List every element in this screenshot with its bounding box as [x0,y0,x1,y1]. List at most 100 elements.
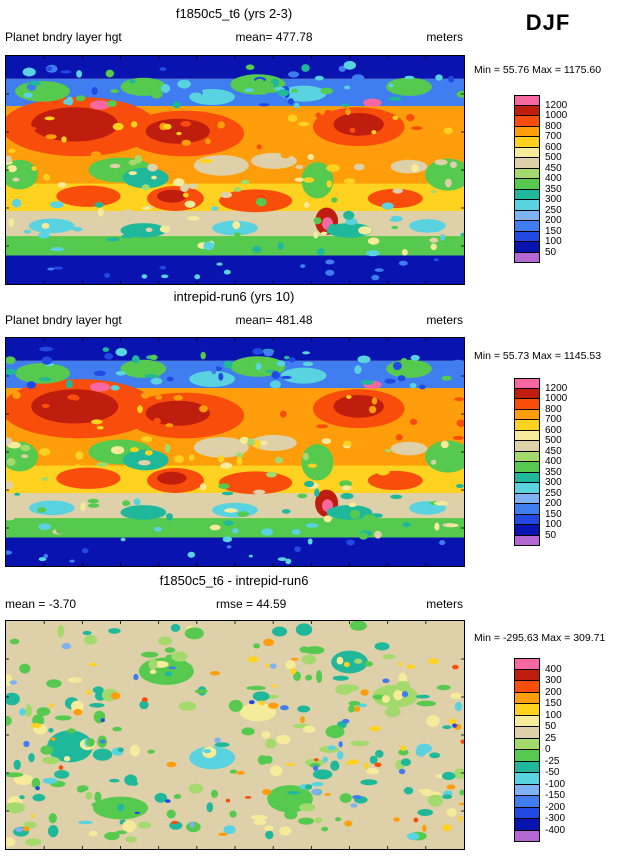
colorbar-tick-label: 500 [545,152,562,163]
colorbar-swatch [514,451,540,462]
colorbar-swatch [514,231,540,242]
colorbar-swatch [514,807,540,819]
colorbar-tick-label: 250 [545,487,562,499]
colorbar-tick-label: 150 [545,698,562,709]
colorbar-tick-label: 800 [545,120,562,132]
colorbar-swatch [514,147,540,158]
colorbar-swatch [514,210,540,221]
map-panel1 [5,55,465,285]
colorbar-tick-label: 250 [545,204,562,216]
colorbar-swatch [514,409,540,420]
panel1-colorbar: 1200 1000 800 700 600 500 450 400 350 300 250 200 15… [514,95,594,263]
colorbar-swatch [514,221,540,232]
colorbar-tick-label: 50 [545,529,557,541]
colorbar-swatch [514,796,540,808]
colorbar-tick-label: -150 [545,790,566,801]
colorbar-tick-label: 450 [545,445,562,457]
colorbar-swatch [514,514,540,525]
colorbar-tick-label: 200 [545,215,562,226]
panel1-minmax: Min = 55.76 Max = 1175.60 [474,64,602,76]
colorbar-swatch [514,378,540,389]
season-label: DJF [525,10,571,35]
colorbar-tick-label: 1000 [545,393,568,404]
colorbar-tick-label: 100 [545,236,562,247]
colorbar-swatch [514,179,540,190]
panel3-title: f1850c5_t6 - intrepid-run6 [159,573,309,588]
colorbar-swatch [514,750,540,762]
colorbar-swatch [514,692,540,704]
colorbar-tick-label: 50 [545,721,557,732]
colorbar-swatch [514,525,540,536]
colorbar-tick-label: 400 [545,173,562,184]
colorbar-tick-label: 350 [545,183,562,195]
panel1-field-label: Planet bndry layer hgt [5,30,122,44]
colorbar-tick-label: 200 [545,686,562,698]
colorbar-swatch [514,200,540,211]
colorbar-swatch [514,483,540,494]
colorbar-swatch [514,95,540,106]
panel2-stats-row: Planet bndry layer hgt mean= 481.48 mete… [5,313,463,327]
colorbar-swatch [514,715,540,727]
colorbar-swatch [514,462,540,473]
colorbar-tick-label: 0 [545,744,551,755]
colorbar-swatch [514,830,540,842]
colorbar-swatch [514,727,540,739]
colorbar-tick-label: 700 [545,414,562,425]
panel3-rmse-value: rmse = 44.59 [215,597,287,611]
colorbar-tick-label: 150 [545,508,562,520]
colorbar-tick-label: 350 [545,466,562,478]
colorbar-tick-label: 1000 [545,110,568,121]
colorbar-swatch [514,137,540,148]
colorbar-swatch [514,773,540,785]
colorbar-swatch [514,819,540,831]
colorbar-swatch [514,168,540,179]
colorbar-swatch [514,388,540,399]
colorbar-swatch [514,738,540,750]
panel1-mean-value: mean= 477.78 [235,30,313,44]
panel2-colorbar: 1200 1000 800 700 600 500 450 400 350 300 250 200 15… [514,378,594,546]
colorbar-tick-label: 300 [545,194,562,205]
panel2-mean-value: mean= 481.48 [235,313,313,327]
colorbar-tick-label: 100 [545,519,562,530]
colorbar-tick-label: 500 [545,435,562,446]
colorbar-tick-label: 50 [545,246,557,258]
colorbar-tick-label: -300 [545,813,566,824]
colorbar-swatch [514,116,540,127]
map-panel3-difference [5,620,465,850]
colorbar-tick-label: -25 [545,755,560,767]
colorbar-swatch [514,704,540,716]
colorbar-swatch [514,189,540,200]
panel2-units-label: meters [426,313,463,327]
colorbar-tick-label: 1200 [545,99,568,111]
colorbar-tick-label: 300 [545,675,562,686]
colorbar-tick-label: 700 [545,131,562,142]
panel2-field-label: Planet bndry layer hgt [5,313,122,327]
colorbar-swatch [514,472,540,483]
colorbar-tick-label: -400 [545,824,566,836]
colorbar-swatch [514,126,540,137]
colorbar-tick-label: 600 [545,424,562,436]
panel1-stats-row: Planet bndry layer hgt mean= 477.78 mete… [5,30,463,44]
colorbar-tick-label: 400 [545,456,562,467]
colorbar-tick-label: 150 [545,225,562,237]
panel3-colorbar: 400 300 200 150 100 50 25 0 -25 -50 -100 -150 -200 -3… [514,658,594,842]
colorbar-tick-label: 450 [545,162,562,174]
colorbar-swatch [514,535,540,546]
colorbar-swatch [514,658,540,670]
colorbar-tick-label: 600 [545,141,562,153]
colorbar-swatch [514,504,540,515]
colorbar-tick-label: -200 [545,801,566,813]
colorbar-swatch [514,252,540,263]
colorbar-swatch [514,441,540,452]
map-panel2 [5,337,465,567]
colorbar-swatch [514,784,540,796]
panel3-units-label: meters [426,597,463,611]
panel2-title: intrepid-run6 (yrs 10) [173,289,295,304]
colorbar-swatch [514,669,540,681]
colorbar-swatch [514,242,540,253]
colorbar-swatch [514,420,540,431]
colorbar-swatch [514,105,540,116]
panel3-mean-value: mean = -3.70 [5,597,77,611]
panel1-units-label: meters [426,30,463,44]
